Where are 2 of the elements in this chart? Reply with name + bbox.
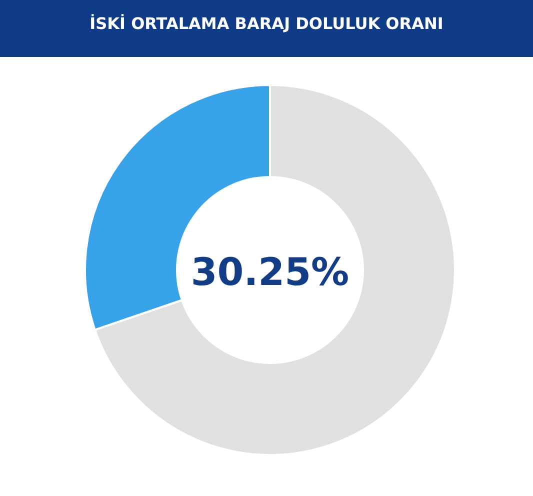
chart-title: İSKİ ORTALAMA BARAJ DOLULUK ORANI xyxy=(90,14,444,33)
text: 30.25% xyxy=(190,250,350,294)
